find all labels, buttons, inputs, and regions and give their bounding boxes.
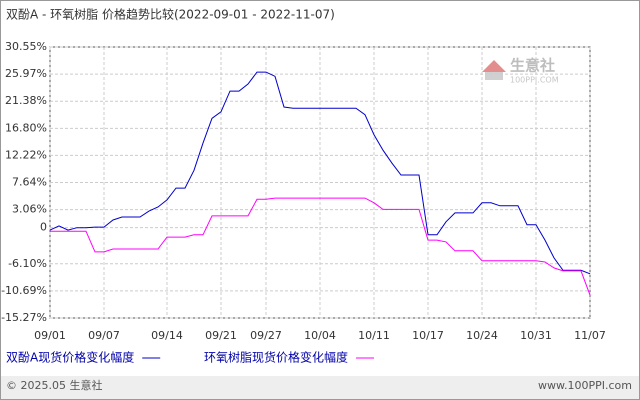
y-tick-label: 3.06% — [12, 203, 47, 216]
watermark: 生意社 100PPI.COM — [482, 57, 559, 85]
legend-label: 双酚A现货价格变化幅度 — [6, 350, 134, 365]
x-tick-label: 09/14 — [151, 329, 183, 342]
x-tick-label: 09/27 — [250, 329, 282, 342]
y-tick-label: 7.64% — [12, 176, 47, 189]
y-tick-label: 21.38% — [5, 94, 47, 107]
footer-site: www.100PPI.com — [538, 379, 632, 392]
x-tick-label: 10/17 — [412, 329, 444, 342]
y-tick-label: 30.55% — [5, 40, 47, 53]
footer-bar — [1, 376, 639, 399]
x-tick-label: 10/11 — [358, 329, 390, 342]
watermark-name: 生意社 — [510, 57, 555, 75]
x-tick-label: 10/31 — [520, 329, 552, 342]
y-tick-label: 12.22% — [5, 148, 47, 161]
x-tick-label: 11/07 — [574, 329, 606, 342]
watermark-url: 100PPI.COM — [510, 76, 559, 85]
series-line — [50, 197, 591, 296]
x-tick-label: 09/21 — [205, 329, 237, 342]
y-tick-label: -6.10% — [8, 257, 47, 270]
x-tick-label: 10/24 — [466, 329, 498, 342]
x-tick-label: 09/07 — [88, 329, 120, 342]
chart-title: 双酚A - 环氧树脂 价格趋势比较(2022-09-01 - 2022-11-0… — [6, 7, 335, 22]
x-tick-label: 09/01 — [34, 329, 66, 342]
legend-label: 环氧树脂现货价格变化幅度 — [204, 350, 348, 365]
y-tick-label: 25.97% — [5, 67, 47, 80]
watermark-icon — [485, 72, 503, 80]
watermark-icon — [482, 60, 506, 72]
y-tick-label: 0 — [40, 221, 47, 234]
y-tick-label: -15.27% — [1, 311, 47, 324]
series-line — [49, 71, 591, 275]
y-tick-label: -10.69% — [1, 284, 47, 297]
footer-copyright: © 2025.05 生意社 — [6, 378, 102, 392]
x-tick-label: 10/04 — [304, 329, 336, 342]
y-tick-label: 16.80% — [5, 121, 47, 134]
